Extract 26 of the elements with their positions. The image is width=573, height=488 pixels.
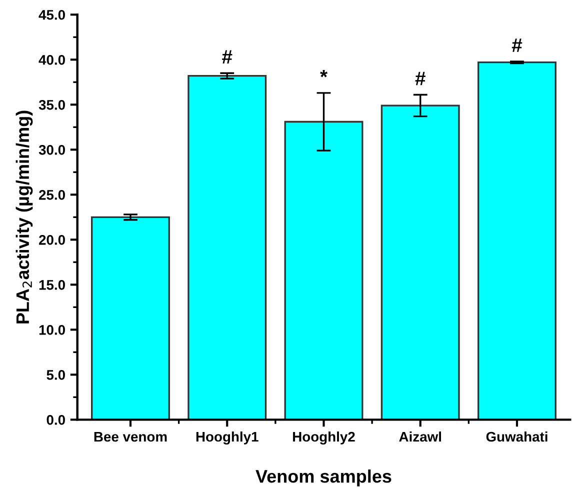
y-tick-label: 40.0 [38, 54, 65, 65]
y-tick-label: 0.0 [46, 415, 65, 425]
y-axis-title: PLA$_{2}$activity (µg/min/mg) [16, 110, 33, 324]
x-tick-label: Hooghly2 [293, 431, 355, 444]
x-tick-label: Guwahati [486, 431, 548, 442]
annotation: # [222, 50, 232, 64]
bar [478, 62, 556, 420]
y-tick-label: 5.0 [46, 370, 65, 380]
annotation: # [415, 72, 426, 86]
bar [284, 120, 364, 420]
annotation: # [512, 38, 522, 52]
y-tick-label: 35.0 [38, 100, 65, 110]
y-tick-label: 30.0 [38, 144, 65, 155]
x-tick-label: Aizawl [399, 431, 441, 442]
y-tick-label: 15.0 [39, 280, 65, 290]
y-tick-label: 20.0 [39, 234, 65, 245]
annotation: * [320, 70, 328, 78]
x-axis-title: Venom samples [256, 469, 392, 486]
x-tick-label: Bee venom [94, 432, 167, 442]
y-tick-label: 25.0 [39, 190, 65, 200]
y-tick-label: 45.0 [38, 10, 65, 20]
bar [91, 216, 170, 420]
bar [380, 104, 460, 420]
y-tick-label: 10.0 [39, 325, 65, 335]
bar [188, 75, 267, 420]
x-tick-label: Hooghly1 [196, 431, 258, 444]
